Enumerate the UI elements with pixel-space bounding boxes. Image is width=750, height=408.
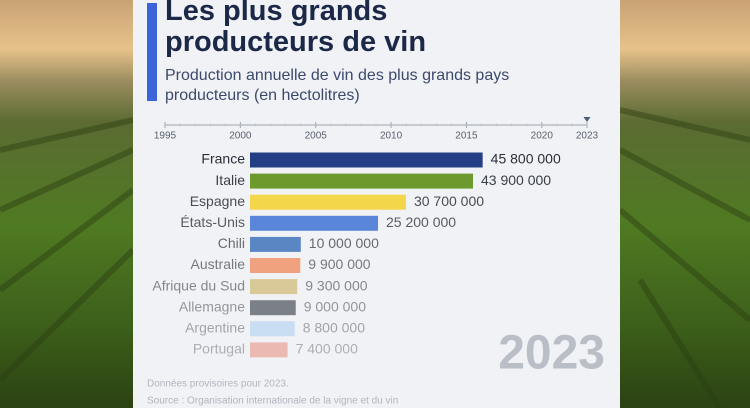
category-label: Italie <box>215 172 245 188</box>
timeline-tick-label: 2010 <box>380 131 403 142</box>
value-label: 9 000 000 <box>304 298 366 314</box>
value-label: 7 400 000 <box>296 341 358 357</box>
bar <box>250 215 379 231</box>
value-label: 25 200 000 <box>386 214 456 230</box>
value-label: 43 900 000 <box>481 172 551 188</box>
category-label: France <box>201 151 245 167</box>
category-label: Australie <box>191 256 246 272</box>
value-label: 9 300 000 <box>305 277 367 293</box>
timeline-tick-label: 2005 <box>305 131 328 142</box>
chart-subtitle: Production annuelle de vin des plus gran… <box>165 67 510 104</box>
bar <box>250 152 483 168</box>
vine-rows <box>0 107 750 408</box>
timeline-tick-label: 2015 <box>455 131 478 142</box>
footnote: Source : Organisation internationale de … <box>147 396 398 407</box>
selected-year: 2023 <box>498 327 605 380</box>
value-label: 45 800 000 <box>491 151 561 167</box>
bar <box>250 194 406 210</box>
category-label: Portugal <box>193 341 245 357</box>
category-label: États-Unis <box>180 214 245 230</box>
chart-title: Les plus grands producteurs de vin <box>165 0 427 58</box>
timeline-tick-label: 2023 <box>576 131 599 142</box>
value-label: 30 700 000 <box>414 193 484 209</box>
bar <box>250 236 301 252</box>
bar <box>250 279 298 295</box>
category-label: Afrique du Sud <box>152 277 245 293</box>
bar <box>250 258 301 273</box>
value-label: 10 000 000 <box>309 235 379 251</box>
bar <box>250 342 288 358</box>
bar <box>250 173 474 189</box>
timeline-marker <box>583 117 591 122</box>
category-label: Argentine <box>185 320 245 336</box>
category-label: Chili <box>218 235 245 251</box>
timeline-tick-label: 2000 <box>229 131 252 142</box>
timeline-tick-label: 1995 <box>154 131 177 142</box>
title-accent <box>147 3 157 101</box>
value-label: 8 800 000 <box>303 320 365 336</box>
category-label: Espagne <box>190 193 245 209</box>
category-label: Allemagne <box>179 298 245 314</box>
value-label: 9 900 000 <box>308 256 370 272</box>
footnote: Données provisoires pour 2023. <box>147 379 289 390</box>
timeline-tick-label: 2020 <box>531 131 554 142</box>
bar <box>250 321 295 337</box>
bar <box>250 300 296 316</box>
